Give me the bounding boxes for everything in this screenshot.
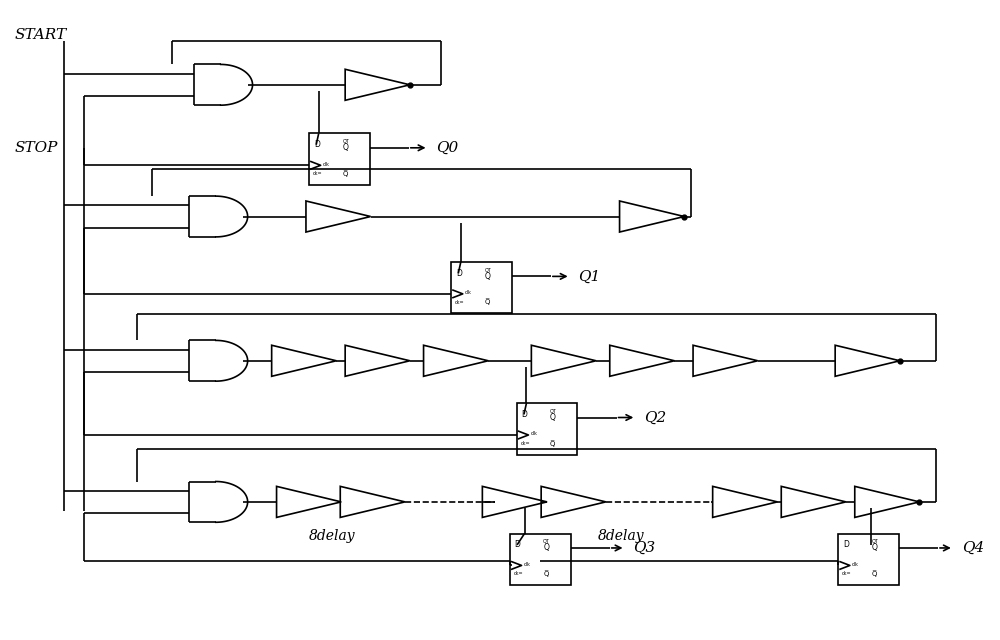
Bar xyxy=(510,534,571,585)
Text: clk: clk xyxy=(530,431,537,436)
Text: Q̅: Q̅ xyxy=(484,299,490,305)
Text: Q3: Q3 xyxy=(633,541,656,555)
Text: Q: Q xyxy=(342,143,348,152)
Text: Q: Q xyxy=(484,272,490,281)
Bar xyxy=(517,403,577,454)
Text: clk: clk xyxy=(524,562,530,566)
Text: Q: Q xyxy=(543,543,549,552)
Text: ck=: ck= xyxy=(313,171,322,176)
Text: ck=: ck= xyxy=(514,571,523,576)
Text: clk: clk xyxy=(852,562,859,566)
Text: Q0: Q0 xyxy=(436,141,459,155)
Bar xyxy=(309,133,370,185)
Text: Q̅: Q̅ xyxy=(872,570,877,577)
Text: QT: QT xyxy=(872,539,878,544)
Text: D: D xyxy=(843,540,849,549)
Text: Q̅: Q̅ xyxy=(342,170,348,177)
Text: ck=: ck= xyxy=(455,300,465,305)
Bar xyxy=(838,534,899,585)
Text: Q̅: Q̅ xyxy=(550,440,555,447)
Text: ck=: ck= xyxy=(842,571,852,576)
Text: Q1: Q1 xyxy=(578,269,601,284)
Text: START: START xyxy=(15,28,67,42)
Text: D: D xyxy=(314,140,320,149)
Bar xyxy=(451,262,512,314)
Text: D: D xyxy=(515,540,521,549)
Text: Q2: Q2 xyxy=(644,410,666,424)
Text: 8delay: 8delay xyxy=(598,529,645,543)
Text: Q4: Q4 xyxy=(962,541,984,555)
Text: QT: QT xyxy=(550,408,557,413)
Text: Q: Q xyxy=(550,413,556,422)
Text: Q̅: Q̅ xyxy=(543,570,549,577)
Text: QT: QT xyxy=(342,139,349,143)
Text: clk: clk xyxy=(465,290,472,295)
Text: QT: QT xyxy=(543,539,550,544)
Text: Q: Q xyxy=(872,543,877,552)
Text: clk: clk xyxy=(323,161,329,166)
Text: 8delay: 8delay xyxy=(309,529,356,543)
Text: STOP: STOP xyxy=(15,141,58,154)
Text: D: D xyxy=(522,410,527,419)
Text: D: D xyxy=(456,269,462,278)
Text: ck=: ck= xyxy=(521,441,530,445)
Text: QT: QT xyxy=(484,267,491,272)
